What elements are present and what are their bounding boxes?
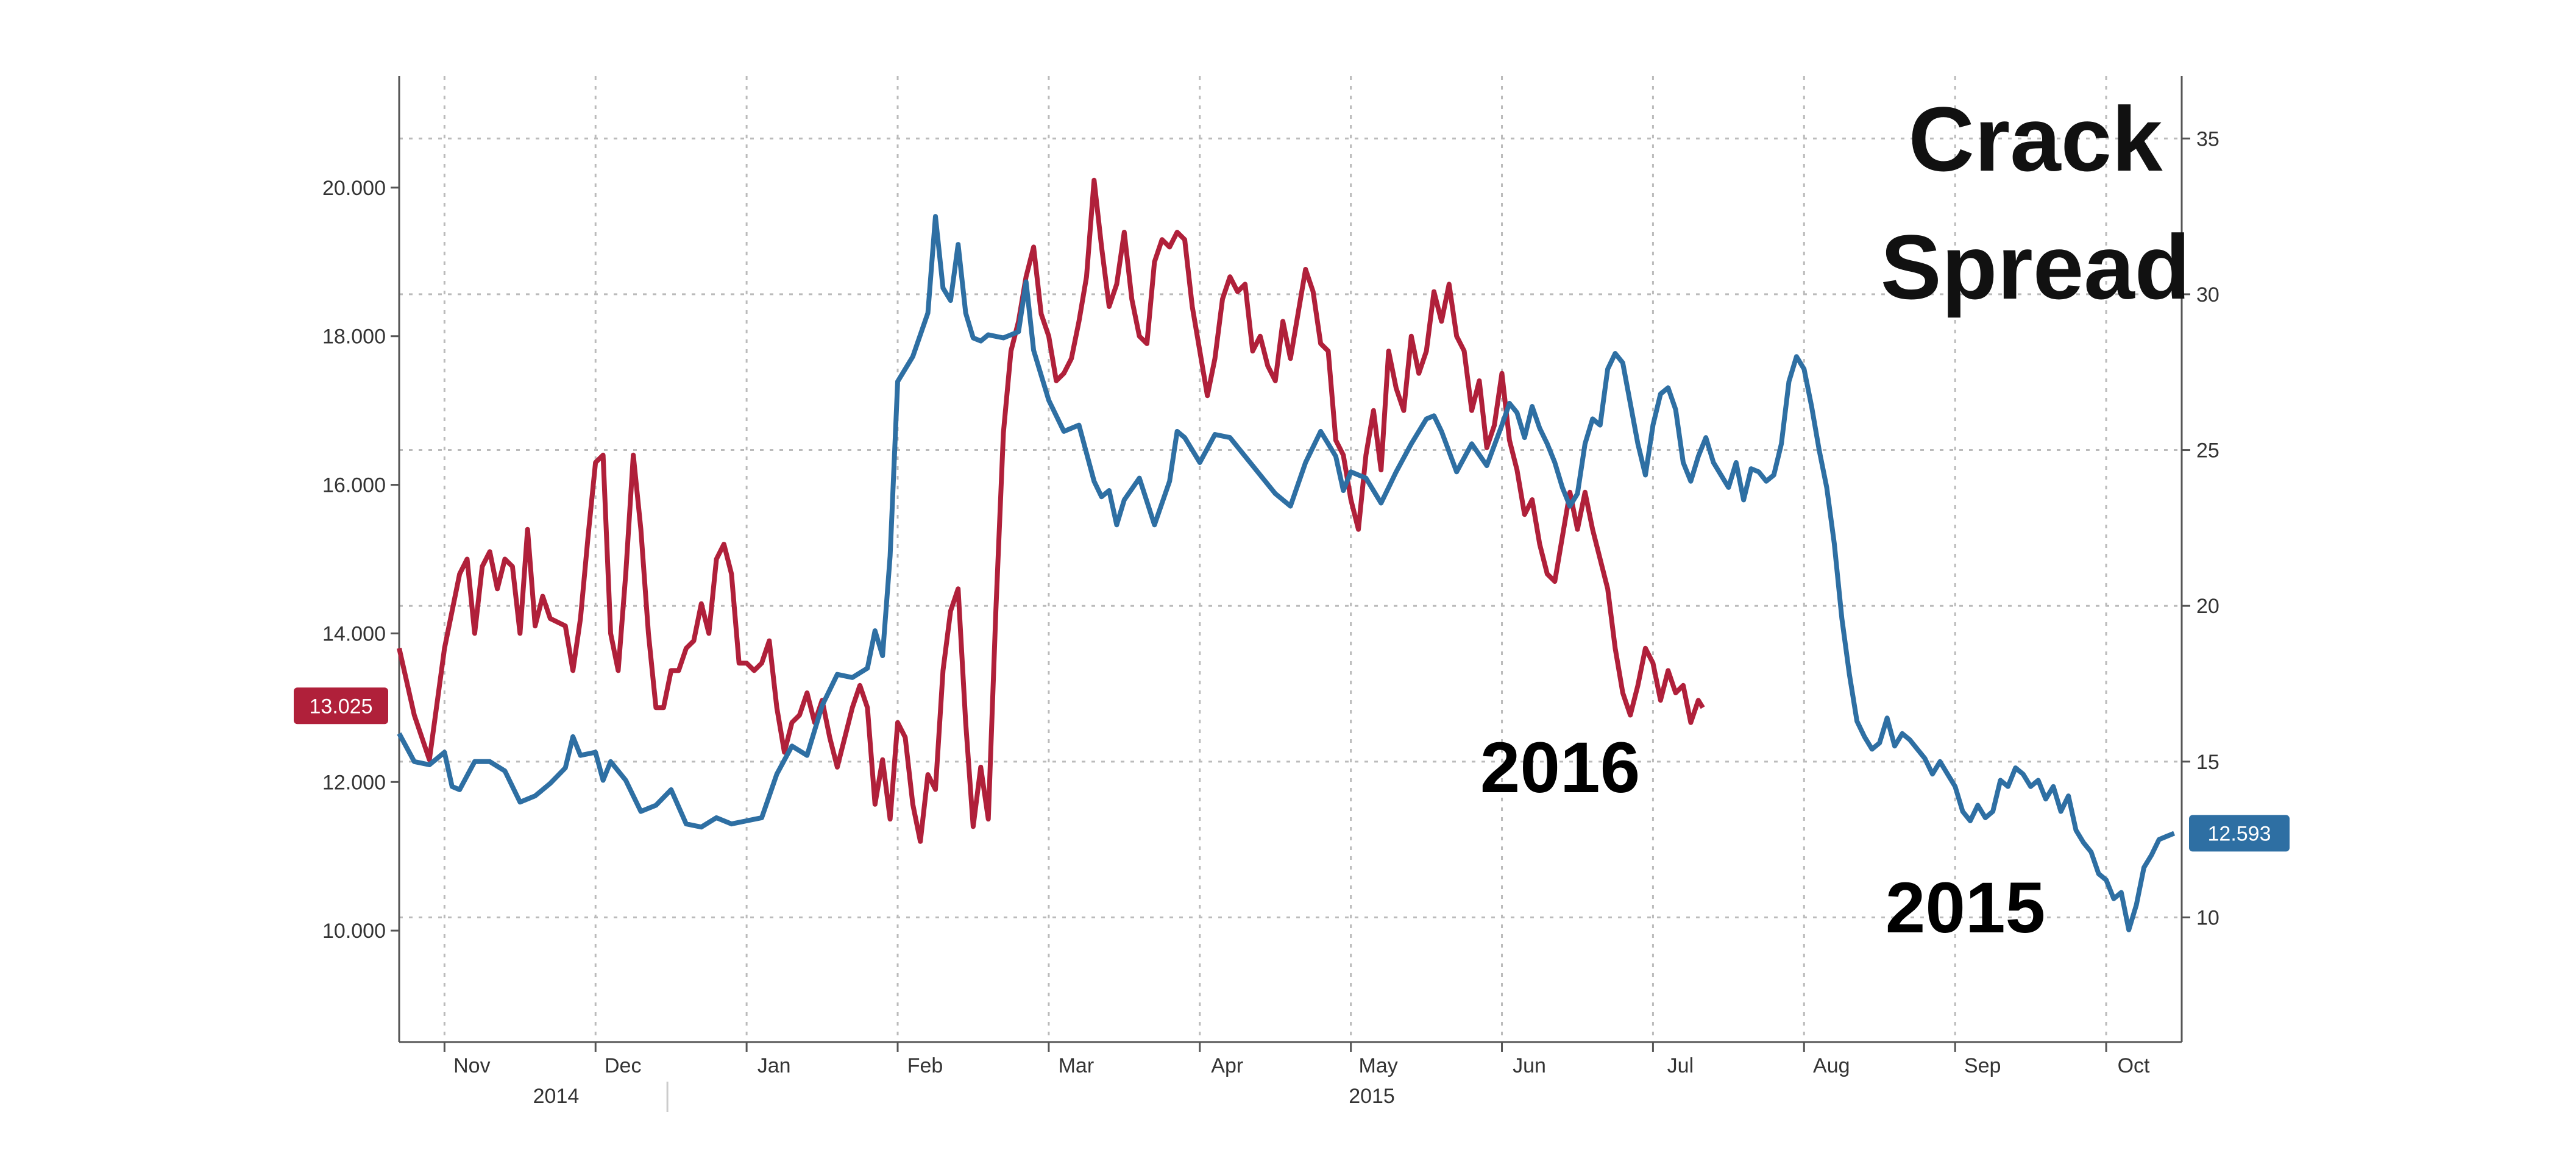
x-tick-label: Apr	[1211, 1054, 1243, 1077]
x-year-label: 2014	[533, 1085, 580, 1108]
x-tick-label: Sep	[1964, 1054, 2001, 1077]
x-tick-label: Oct	[2118, 1054, 2150, 1077]
right-y-tick-label: 10	[2196, 906, 2219, 929]
series-label-2016: 2016	[1480, 728, 1641, 808]
chart-series	[397, 177, 2176, 932]
badge-2015-last-value-text: 12.593	[2208, 822, 2271, 845]
right-y-tick-label: 35	[2196, 127, 2219, 151]
left-y-tick-label: 20.000	[322, 177, 386, 200]
left-y-tick-label: 12.000	[322, 771, 386, 794]
badge-2015-last-value: 12.593	[2189, 815, 2290, 852]
left-y-tick-label: 10.000	[322, 920, 386, 943]
right-y-tick-label: 30	[2196, 283, 2219, 307]
x-tick-label: Mar	[1059, 1054, 1095, 1077]
chart-last-value-badges: 13.025 12.593	[294, 687, 2290, 852]
x-tick-label: Dec	[605, 1054, 641, 1077]
x-tick-label: Feb	[907, 1054, 943, 1077]
chart-gridlines	[399, 76, 2182, 1042]
right-y-tick-label: 20	[2196, 595, 2219, 618]
badge-2016-last-value-bg	[294, 687, 388, 725]
x-tick-label: Jul	[1667, 1054, 1694, 1077]
badge-2015-last-value-bg	[2189, 815, 2290, 852]
badge-2016-last-value-text: 13.025	[310, 695, 373, 718]
chart-title-line-1: Crack	[1909, 88, 2163, 190]
x-tick-label: May	[1359, 1054, 1398, 1077]
x-tick-label: Aug	[1813, 1054, 1850, 1077]
series-line-2016	[397, 177, 1705, 844]
series-line-2015	[397, 214, 2176, 932]
right-y-tick-label: 25	[2196, 439, 2219, 463]
badge-2016-last-value: 13.025	[294, 687, 388, 725]
x-tick-label: Nov	[453, 1054, 490, 1077]
x-tick-label: Jun	[1513, 1054, 1546, 1077]
left-y-tick-label: 18.000	[322, 325, 386, 349]
chart-tick-labels: 10.000 12.000 14.000 16.000 18.000 20.000 10 15…	[322, 127, 2219, 1108]
series-label-2015: 2015	[1886, 868, 2046, 948]
left-y-tick-label: 14.000	[322, 622, 386, 645]
right-y-tick-label: 15	[2196, 751, 2219, 774]
x-tick-label: Jan	[758, 1054, 791, 1077]
left-y-tick-label: 16.000	[322, 474, 386, 497]
chart-title-line-2: Spread	[1881, 216, 2191, 318]
chart-axes	[391, 76, 2190, 1112]
x-year-label: 2015	[1349, 1085, 1395, 1108]
